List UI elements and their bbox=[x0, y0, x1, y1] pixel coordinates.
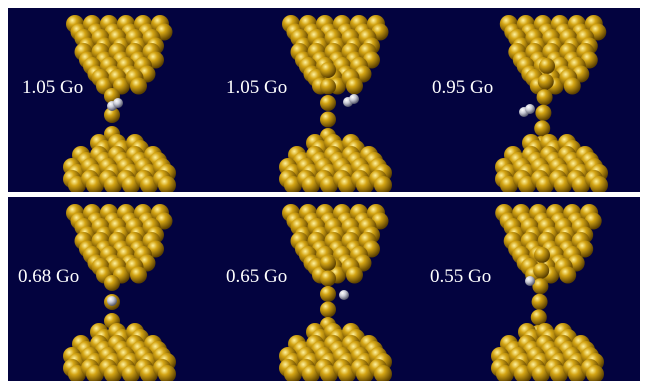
conductance-label-1: 1.05 Go bbox=[22, 77, 84, 98]
junction-image-2 bbox=[279, 15, 392, 192]
gold-atom bbox=[559, 266, 577, 284]
gold-atom bbox=[374, 365, 392, 381]
conductance-label-6: 0.55 Go bbox=[430, 266, 492, 287]
gold-atom bbox=[590, 176, 608, 192]
hydrogen-atom bbox=[113, 98, 123, 108]
hydrogen-atom bbox=[525, 276, 535, 286]
gold-atom bbox=[320, 255, 336, 271]
gold-atom bbox=[346, 266, 363, 284]
gold-atom bbox=[536, 89, 553, 106]
junction-panel-3: 0.95 Go bbox=[428, 8, 638, 192]
gold-atom bbox=[531, 293, 548, 310]
gold-atom bbox=[158, 176, 176, 192]
conductance-label-2: 1.05 Go bbox=[226, 77, 288, 98]
hydrogen-atom bbox=[349, 94, 359, 104]
junction-image-6 bbox=[491, 204, 604, 381]
junction-image-1 bbox=[63, 15, 176, 192]
junction-image-5 bbox=[279, 204, 392, 381]
gold-atom bbox=[346, 77, 363, 95]
bottom-panel-row: 0.68 Go 0.65 Go 0.55 Go bbox=[8, 197, 640, 381]
gold-atom bbox=[533, 262, 550, 279]
gold-atom bbox=[374, 176, 392, 192]
gold-atom bbox=[586, 365, 604, 381]
gold-atom bbox=[320, 95, 336, 111]
gold-atom bbox=[130, 266, 147, 284]
gold-atom bbox=[535, 104, 552, 121]
junction-image-4 bbox=[63, 204, 176, 381]
junction-image-3 bbox=[495, 15, 608, 192]
gold-atom bbox=[320, 301, 336, 318]
gold-atom bbox=[530, 309, 547, 326]
hydrogen-atom bbox=[107, 296, 117, 306]
gold-atom bbox=[320, 111, 336, 128]
gold-atom bbox=[563, 77, 581, 95]
gold-atom bbox=[104, 107, 120, 123]
gold-atom bbox=[104, 275, 120, 291]
gold-atom bbox=[537, 73, 554, 90]
gold-atom bbox=[320, 270, 336, 287]
top-panel-row: 1.05 Go 1.05 Go 0.95 Go bbox=[8, 8, 640, 192]
gold-atom bbox=[534, 247, 550, 263]
junction-panel-6: 0.55 Go bbox=[428, 197, 638, 381]
junction-panel-5: 0.65 Go bbox=[218, 197, 428, 381]
gold-atom bbox=[534, 120, 551, 137]
gold-atom bbox=[130, 77, 147, 95]
hydrogen-atom bbox=[525, 104, 535, 114]
junction-panel-4: 0.68 Go bbox=[8, 197, 218, 381]
conductance-label-5: 0.65 Go bbox=[226, 266, 288, 287]
gold-atom bbox=[532, 278, 549, 295]
gold-atom bbox=[320, 286, 336, 302]
conductance-label-3: 0.95 Go bbox=[432, 77, 494, 98]
hydrogen-atom bbox=[339, 290, 349, 300]
gold-atom bbox=[158, 365, 176, 381]
junction-panel-2: 1.05 Go bbox=[218, 8, 428, 192]
gold-atom bbox=[320, 62, 336, 78]
gold-atom bbox=[320, 78, 336, 95]
junction-panel-1: 1.05 Go bbox=[8, 8, 218, 192]
gold-atom bbox=[539, 58, 555, 74]
conductance-label-4: 0.68 Go bbox=[18, 266, 80, 287]
